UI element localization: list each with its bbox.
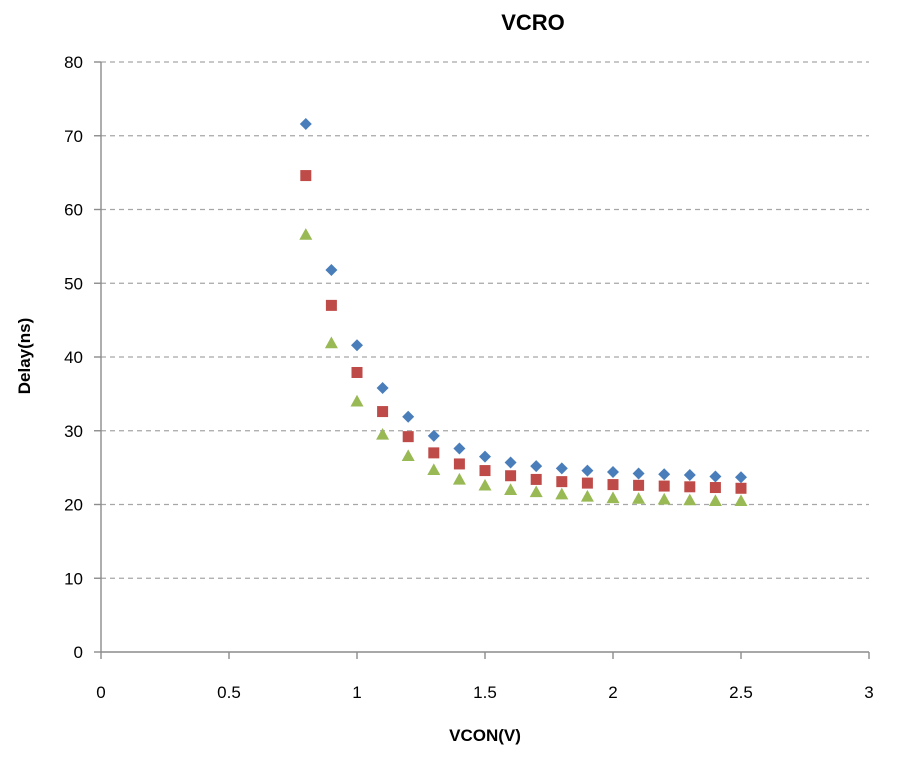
data-point-square <box>556 476 568 488</box>
data-point-square <box>581 477 593 489</box>
y-tick-label: 60 <box>64 201 83 220</box>
data-point-triangle <box>580 489 594 502</box>
y-tick-label: 10 <box>64 569 83 588</box>
tick-labels: 0 10 20 30 40 50 60 70 80 0 0.5 1 1.5 2 2.5 3 <box>64 53 874 702</box>
data-point-square <box>607 479 619 491</box>
data-point-diamond <box>709 470 722 483</box>
data-point-square <box>325 299 337 311</box>
x-tick-label: 1.5 <box>473 683 497 702</box>
y-tick-label: 20 <box>64 496 83 515</box>
data-point-square <box>530 473 542 485</box>
x-tick-label: 2 <box>608 683 617 702</box>
y-tick-label: 40 <box>64 348 83 367</box>
data-point-triangle <box>401 449 415 462</box>
data-point-diamond <box>351 339 363 352</box>
grid-lines <box>101 61 869 579</box>
data-point-triangle <box>324 336 338 349</box>
data-point-diamond <box>658 468 671 481</box>
data-point-square <box>633 479 645 491</box>
data-point-diamond <box>402 410 415 423</box>
data-point-triangle <box>657 492 671 505</box>
data-point-square <box>505 470 517 482</box>
data-point-diamond <box>581 464 594 477</box>
data-point-diamond <box>735 471 747 484</box>
data-point-triangle <box>555 487 569 500</box>
data-point-diamond <box>479 450 491 463</box>
data-point-diamond <box>530 460 543 473</box>
data-point-diamond <box>683 469 696 481</box>
x-tick-label: 3 <box>864 683 873 702</box>
y-tick-label: 30 <box>64 422 83 441</box>
data-point-square <box>351 366 363 378</box>
data-point-square <box>684 481 696 493</box>
data-point-triangle <box>734 494 748 507</box>
data-point-square <box>402 431 414 443</box>
data-point-square <box>428 447 440 459</box>
data-point-diamond <box>555 462 568 475</box>
x-axis-title: VCON(V) <box>449 726 521 745</box>
chart-title: VCRO <box>501 10 565 35</box>
data-point-diamond <box>427 429 440 442</box>
y-tick-label: 0 <box>74 643 83 662</box>
data-point-square <box>453 458 465 470</box>
data-point-triangle <box>504 483 518 495</box>
y-tick-label: 80 <box>64 53 83 72</box>
data-point-square <box>709 482 721 494</box>
data-point-triangle <box>299 228 313 240</box>
data-point-diamond <box>632 467 645 480</box>
data-point-triangle <box>452 472 466 485</box>
data-point-square <box>658 480 670 492</box>
x-tick-label: 2.5 <box>729 683 753 702</box>
data-point-square <box>300 170 312 182</box>
y-tick-label: 50 <box>64 274 83 293</box>
y-axis-title: Delay(ns) <box>15 318 34 395</box>
data-point-triangle <box>708 494 722 507</box>
data-point-diamond <box>607 466 619 479</box>
data-point-triangle <box>427 463 441 476</box>
data-points <box>299 117 748 507</box>
data-point-triangle <box>478 478 492 491</box>
data-point-diamond <box>453 442 466 455</box>
data-point-triangle <box>606 491 620 504</box>
data-point-triangle <box>683 493 697 506</box>
data-point-square <box>479 465 491 477</box>
data-point-diamond <box>299 117 312 130</box>
data-point-triangle <box>350 394 364 407</box>
data-point-square <box>377 406 389 418</box>
data-point-square <box>735 482 747 494</box>
y-tick-label: 70 <box>64 127 83 146</box>
x-tick-label: 0 <box>96 683 105 702</box>
data-point-triangle <box>376 427 390 440</box>
axes <box>94 61 870 659</box>
x-tick-label: 0.5 <box>217 683 241 702</box>
data-point-diamond <box>325 263 338 276</box>
data-point-triangle <box>632 492 646 504</box>
data-point-diamond <box>504 456 517 469</box>
data-point-diamond <box>376 381 389 394</box>
x-tick-label: 1 <box>352 683 361 702</box>
data-point-triangle <box>529 485 543 498</box>
